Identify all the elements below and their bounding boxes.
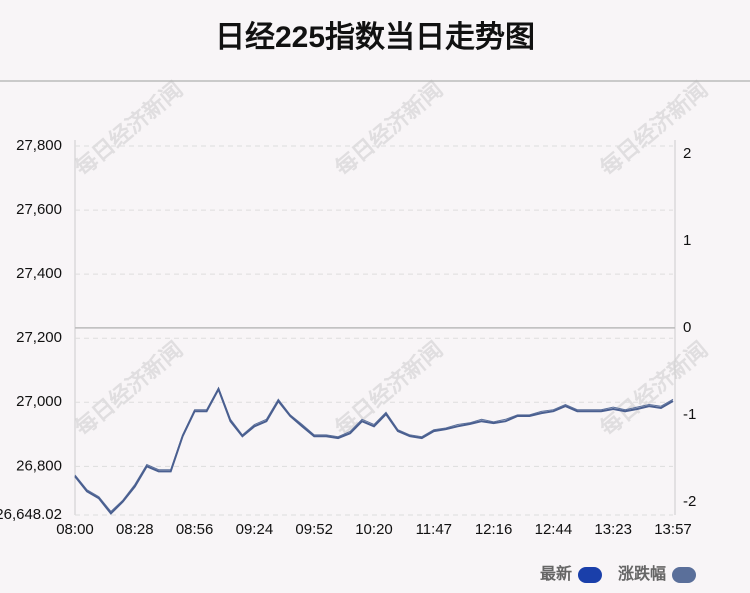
y2-tick-label: -1 [683, 406, 696, 423]
x-tick-label: 13:23 [594, 521, 632, 538]
y-tick-label: 27,600 [16, 201, 62, 218]
x-tick-label: 12:44 [535, 521, 573, 538]
x-tick-label: 09:52 [295, 521, 333, 538]
y2-tick-label: 2 [683, 145, 691, 162]
legend-label: 涨跌幅 [618, 564, 666, 583]
x-tick-label: 13:57 [654, 521, 692, 538]
x-tick-label: 10:20 [355, 521, 393, 538]
y-tick-label: 26,648.02 [0, 506, 62, 523]
y-tick-label: 26,800 [16, 457, 62, 474]
y-tick-label: 27,000 [16, 393, 62, 410]
legend-swatch [672, 567, 696, 583]
legend-swatch [577, 567, 602, 583]
legend-label: 最新 [540, 564, 572, 583]
y-tick-label: 27,200 [16, 329, 62, 346]
x-tick-label: 08:28 [116, 521, 154, 538]
x-tick-label: 12:16 [475, 521, 513, 538]
y2-tick-label: 1 [683, 232, 691, 249]
series-line [74, 386, 674, 515]
y2-tick-label: -2 [683, 493, 696, 510]
x-tick-label: 09:24 [236, 521, 274, 538]
y2-tick-label: 0 [683, 319, 691, 336]
y-tick-label: 27,800 [16, 137, 62, 154]
x-tick-label: 08:56 [176, 521, 214, 538]
x-tick-label: 08:00 [56, 521, 94, 538]
x-tick-label: 11:47 [416, 521, 452, 538]
chart-title: 日经225指数当日走势图 [215, 20, 535, 54]
y-tick-label: 27,400 [16, 265, 62, 282]
